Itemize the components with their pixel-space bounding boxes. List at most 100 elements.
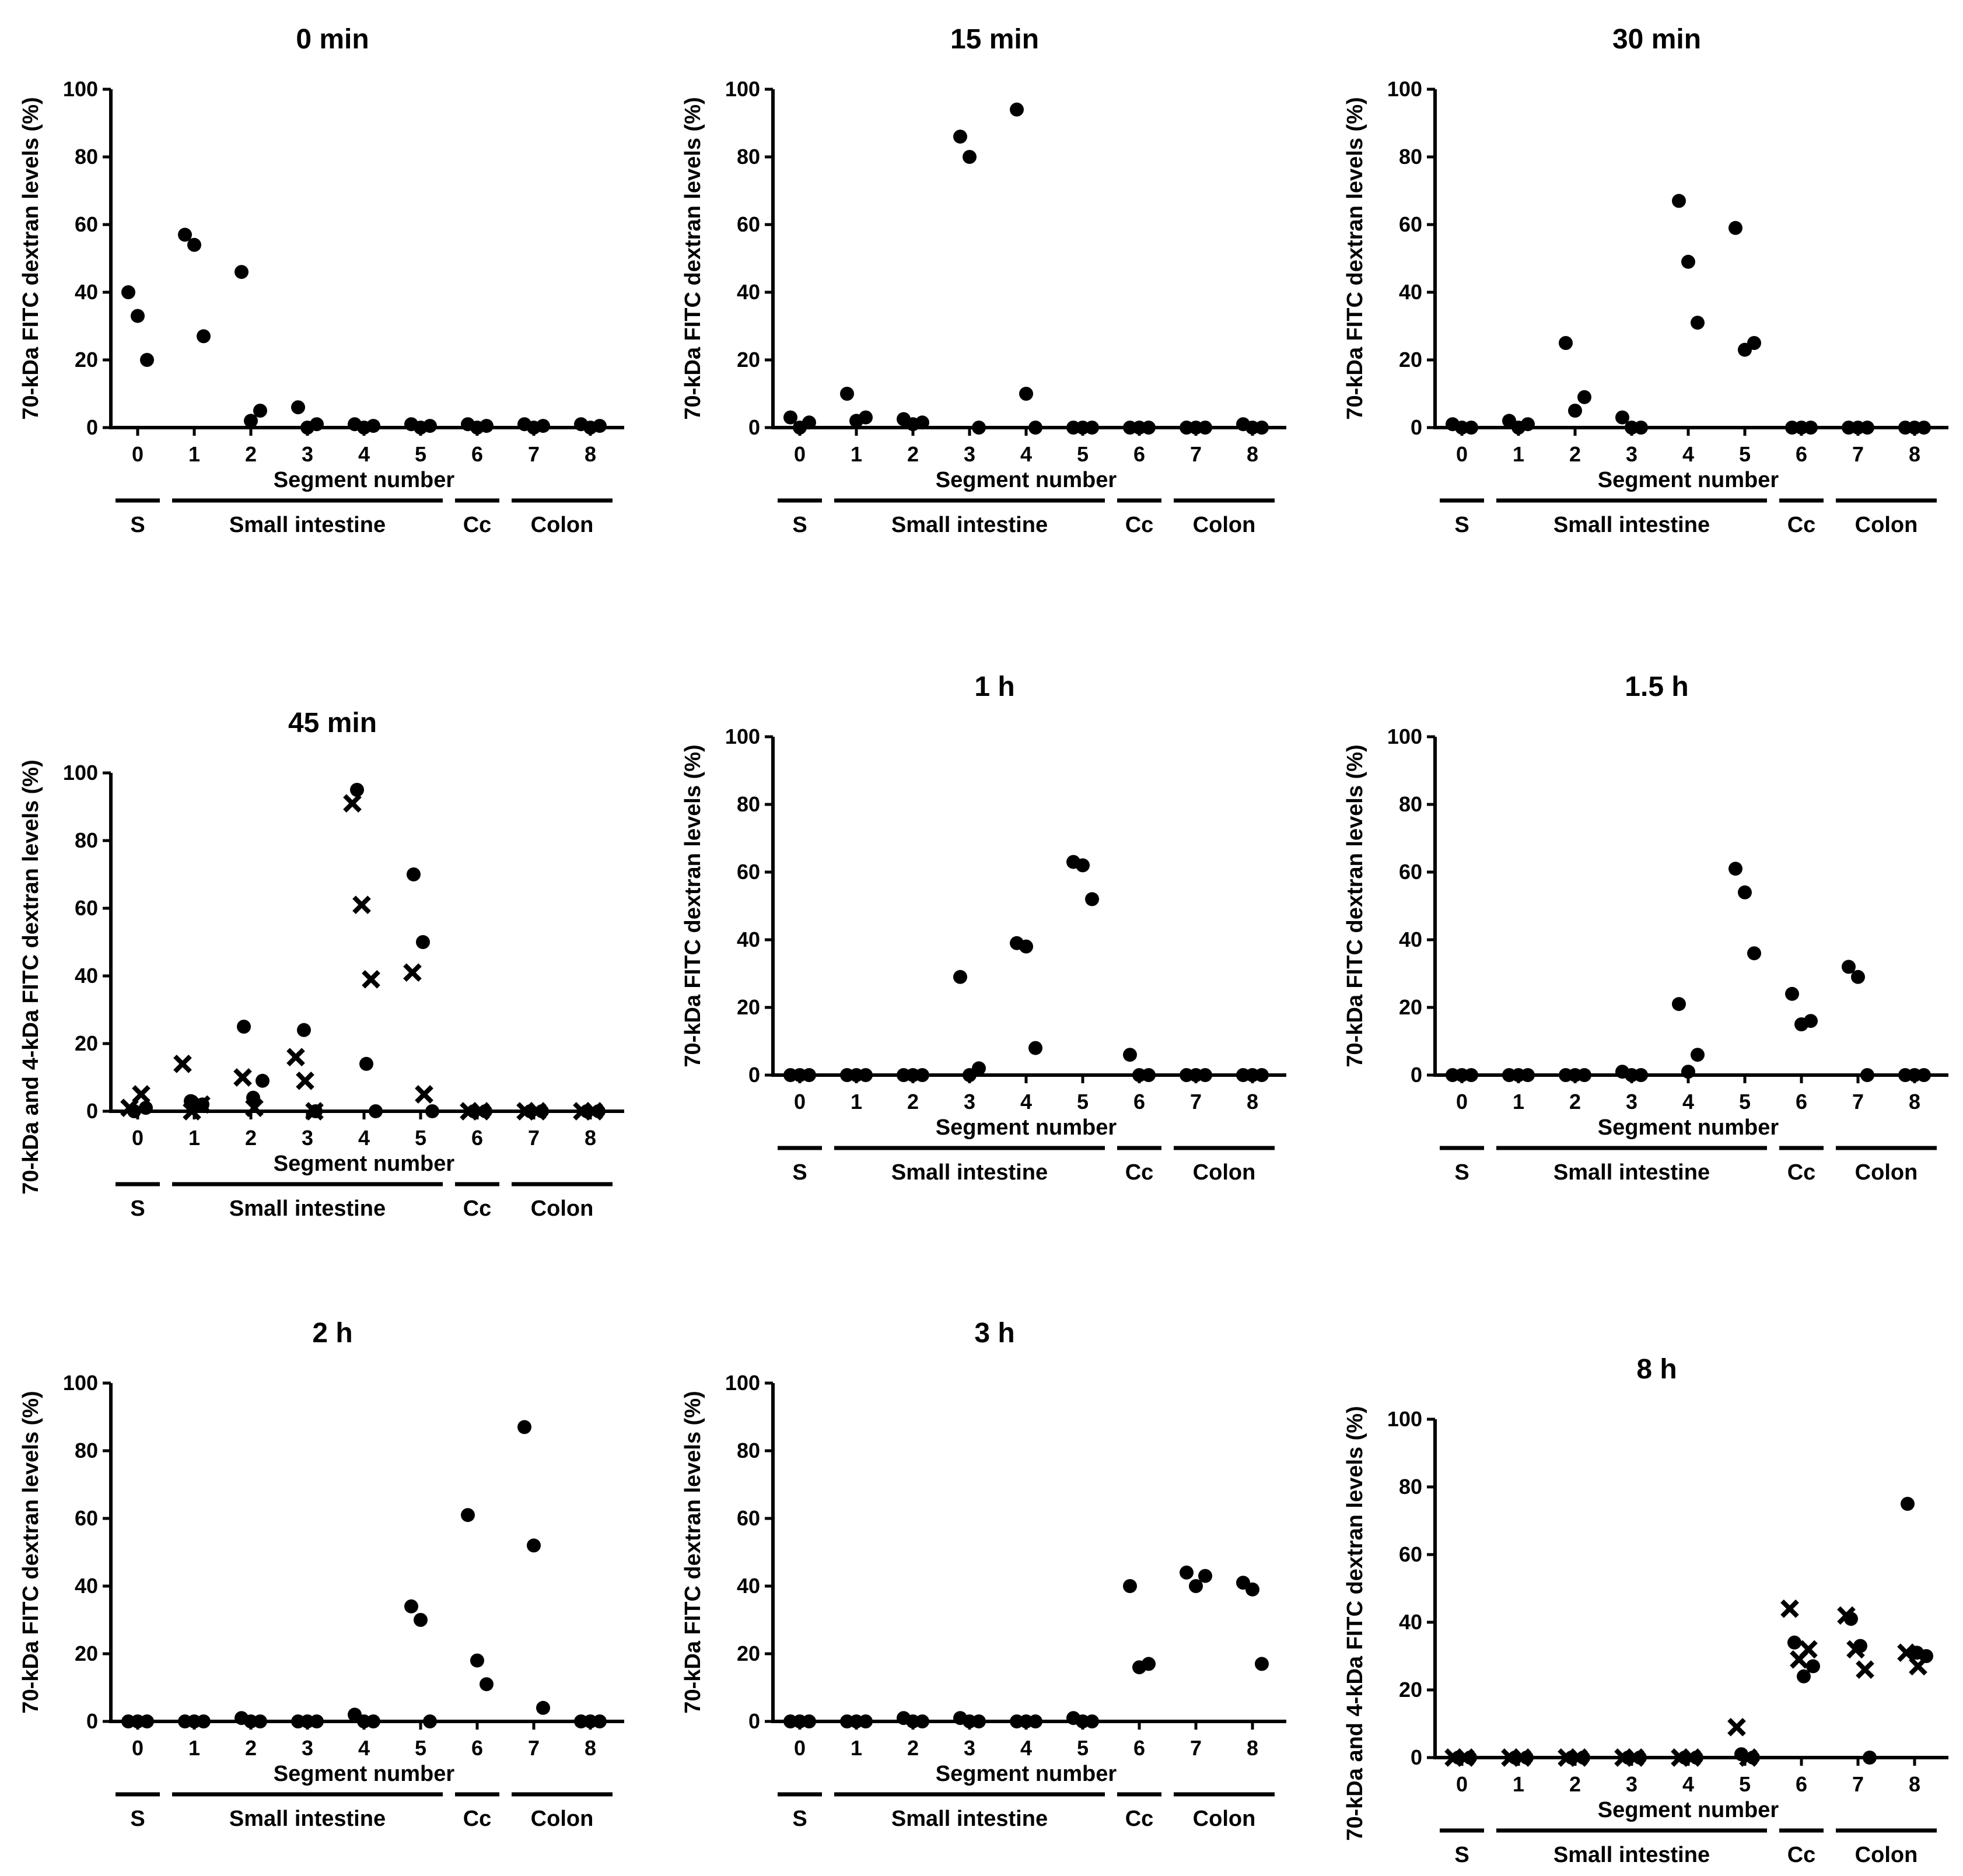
data-point-dot bbox=[972, 1061, 986, 1076]
group-label: S bbox=[792, 1807, 807, 1831]
y-axis-label: 70-kDa FITC dextran levels (%) bbox=[19, 1391, 43, 1713]
x-tick-label: 8 bbox=[1247, 1090, 1258, 1114]
panel-title: 1.5 h bbox=[1625, 671, 1688, 702]
x-tick-label: 5 bbox=[1077, 442, 1089, 466]
panel-title: 15 min bbox=[950, 24, 1039, 55]
x-tick-label: 4 bbox=[1020, 442, 1032, 466]
data-point-dot bbox=[1917, 1068, 1931, 1082]
x-tick-label: 2 bbox=[1569, 442, 1581, 466]
data-point-dot bbox=[1681, 254, 1695, 269]
data-point-dot bbox=[470, 1653, 484, 1668]
data-point-dot bbox=[802, 415, 816, 430]
y-tick-label: 0 bbox=[1411, 1745, 1422, 1769]
y-tick-label: 60 bbox=[75, 896, 98, 920]
data-point-dot bbox=[1085, 421, 1099, 435]
data-point-dot bbox=[536, 1700, 550, 1715]
data-point-dot bbox=[1255, 1657, 1269, 1671]
group-label: Small intestine bbox=[891, 513, 1048, 537]
data-point-cross bbox=[528, 1102, 547, 1121]
x-tick-label: 4 bbox=[1020, 1090, 1032, 1114]
group-label: Cc bbox=[1125, 513, 1154, 537]
data-point-cross bbox=[1456, 1748, 1475, 1767]
data-point-dot bbox=[1672, 997, 1686, 1012]
data-point-dot bbox=[480, 419, 494, 433]
panel-title: 3 h bbox=[974, 1318, 1014, 1349]
data-point-dot bbox=[297, 1023, 311, 1037]
data-point-dot bbox=[1577, 1068, 1591, 1082]
data-point-cross bbox=[1780, 1599, 1799, 1618]
group-label: Colon bbox=[1855, 1843, 1918, 1867]
x-tick-label: 5 bbox=[415, 442, 426, 466]
group-label: Colon bbox=[1193, 513, 1256, 537]
y-tick-label: 20 bbox=[1399, 348, 1422, 372]
data-point-dot bbox=[1851, 970, 1865, 984]
y-tick-label: 100 bbox=[725, 1371, 760, 1395]
x-tick-label: 6 bbox=[471, 442, 483, 466]
x-tick-label: 4 bbox=[1682, 442, 1694, 466]
data-point-dot bbox=[1634, 1068, 1648, 1082]
y-tick-label: 40 bbox=[737, 1574, 760, 1598]
group-label: Cc bbox=[1125, 1807, 1154, 1831]
x-tick-label: 4 bbox=[358, 1126, 370, 1150]
data-point-cross bbox=[1626, 1748, 1644, 1767]
data-point-dot bbox=[1255, 421, 1269, 435]
y-tick-label: 60 bbox=[737, 860, 760, 884]
data-point-dot bbox=[963, 150, 977, 164]
data-point-dot bbox=[1785, 986, 1799, 1001]
y-tick-label: 60 bbox=[1399, 212, 1422, 236]
x-tick-label: 6 bbox=[1796, 1090, 1807, 1114]
group-label: Cc bbox=[1787, 513, 1816, 537]
y-tick-label: 20 bbox=[737, 1642, 760, 1665]
y-axis-label: 70-kDa FITC dextran levels (%) bbox=[1343, 97, 1367, 419]
x-tick-label: 1 bbox=[851, 442, 862, 466]
data-point-dot bbox=[423, 1714, 437, 1728]
data-point-dot bbox=[783, 410, 797, 425]
data-point-dot bbox=[1577, 390, 1591, 404]
group-label: S bbox=[1454, 513, 1469, 537]
data-point-dot bbox=[1142, 1068, 1156, 1082]
data-point-cross bbox=[403, 963, 422, 982]
x-tick-label: 6 bbox=[1133, 1090, 1145, 1114]
x-tick-label: 1 bbox=[188, 1736, 200, 1760]
data-point-dot bbox=[291, 400, 305, 415]
data-point-dot bbox=[1860, 421, 1874, 435]
data-point-dot bbox=[972, 421, 986, 435]
data-point-dot bbox=[1917, 421, 1931, 435]
x-tick-label: 0 bbox=[794, 1736, 806, 1760]
x-tick-label: 4 bbox=[1020, 1736, 1032, 1760]
x-tick-label: 7 bbox=[1852, 1090, 1864, 1114]
data-point-dot bbox=[425, 1104, 439, 1118]
x-tick-label: 7 bbox=[528, 1126, 540, 1150]
y-tick-label: 80 bbox=[75, 145, 98, 169]
data-point-dot bbox=[139, 1101, 153, 1115]
group-label: S bbox=[792, 1160, 807, 1185]
panel-title: 0 min bbox=[296, 24, 369, 55]
data-point-dot bbox=[131, 309, 145, 323]
x-axis-label: Segment number bbox=[274, 468, 455, 492]
y-tick-label: 80 bbox=[1399, 1475, 1422, 1499]
data-point-dot bbox=[178, 228, 192, 242]
group-label: Small intestine bbox=[1553, 1843, 1710, 1867]
y-tick-label: 0 bbox=[1411, 1063, 1422, 1087]
y-tick-label: 80 bbox=[1399, 145, 1422, 169]
y-tick-label: 20 bbox=[75, 348, 98, 372]
data-point-dot bbox=[1198, 1569, 1212, 1583]
x-tick-label: 0 bbox=[132, 1736, 144, 1760]
y-tick-label: 60 bbox=[737, 1506, 760, 1530]
data-point-dot bbox=[140, 353, 154, 367]
x-tick-label: 8 bbox=[1909, 442, 1920, 466]
x-tick-label: 7 bbox=[528, 442, 540, 466]
data-point-cross bbox=[585, 1102, 603, 1121]
data-point-dot bbox=[1076, 858, 1090, 873]
x-tick-label: 0 bbox=[794, 1090, 806, 1114]
data-point-cross bbox=[415, 1085, 433, 1104]
data-point-cross bbox=[1837, 1606, 1856, 1625]
data-point-dot bbox=[536, 419, 550, 433]
group-label: S bbox=[792, 513, 807, 537]
x-axis-label: Segment number bbox=[936, 1115, 1117, 1140]
data-point-dot bbox=[840, 387, 854, 401]
x-tick-label: 1 bbox=[1513, 442, 1524, 466]
y-tick-label: 80 bbox=[1399, 792, 1422, 816]
